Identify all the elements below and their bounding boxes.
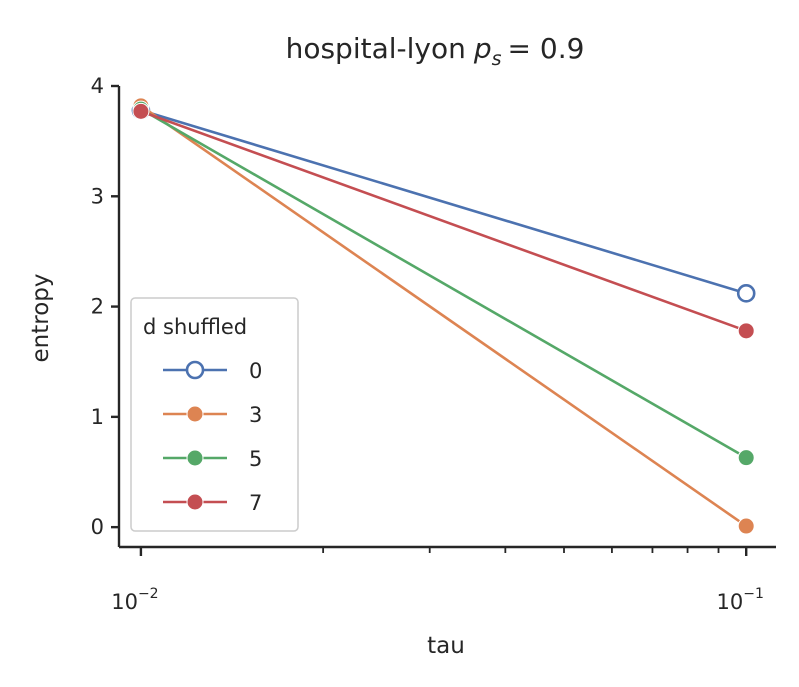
series-7-line [140,110,747,333]
legend-marker [185,360,205,380]
series-5-line [140,108,747,459]
axes: 0 1 2 3 4 10−2 10−1 [91,74,776,614]
y-tick-label: 1 [91,405,104,429]
legend-label: 3 [249,403,262,427]
data-point-7 [132,102,150,120]
legend-marker [186,449,204,467]
y-tick-label: 2 [91,295,104,319]
series-3-line [140,104,747,528]
series-0 [131,100,756,303]
legend-title: d shuffled [143,315,247,339]
chart-title-text: hospital-lyon [286,32,466,65]
x-tick-label: 10−1 [717,586,764,614]
y-tick-label: 4 [91,74,104,98]
chart-title-symbol: p [473,32,492,65]
legend-item-7: 7 [163,491,262,515]
series-0-line [140,109,747,295]
series-7 [132,102,755,340]
chart-title-subscript: s [492,48,502,70]
legend-item-0: 0 [163,359,262,383]
legend-marker [186,405,204,423]
legend-label: 5 [249,447,262,471]
x-axis-label: tau [427,633,465,659]
legend-item-3: 3 [163,403,262,427]
legend-marker [186,493,204,511]
y-tick-label: 3 [91,184,104,208]
data-point-3 [737,517,755,535]
y-tick-label: 0 [91,515,104,539]
legend-item-5: 5 [163,447,262,471]
x-tick-exponent: −2 [138,586,159,602]
y-axis-label: entropy [28,274,54,363]
data-point-0 [736,284,756,303]
legend-label: 7 [249,491,262,515]
chart-title-equals: = 0.9 [508,32,585,65]
data-point-5 [737,449,755,467]
legend-label: 0 [249,359,262,383]
series-layer [131,97,756,535]
data-point-7 [737,322,755,340]
x-tick-exponent: −1 [743,586,764,602]
chart-title: hospital-lyon ps = 0.9 [286,32,585,70]
x-tick-label: 10−2 [111,586,158,614]
